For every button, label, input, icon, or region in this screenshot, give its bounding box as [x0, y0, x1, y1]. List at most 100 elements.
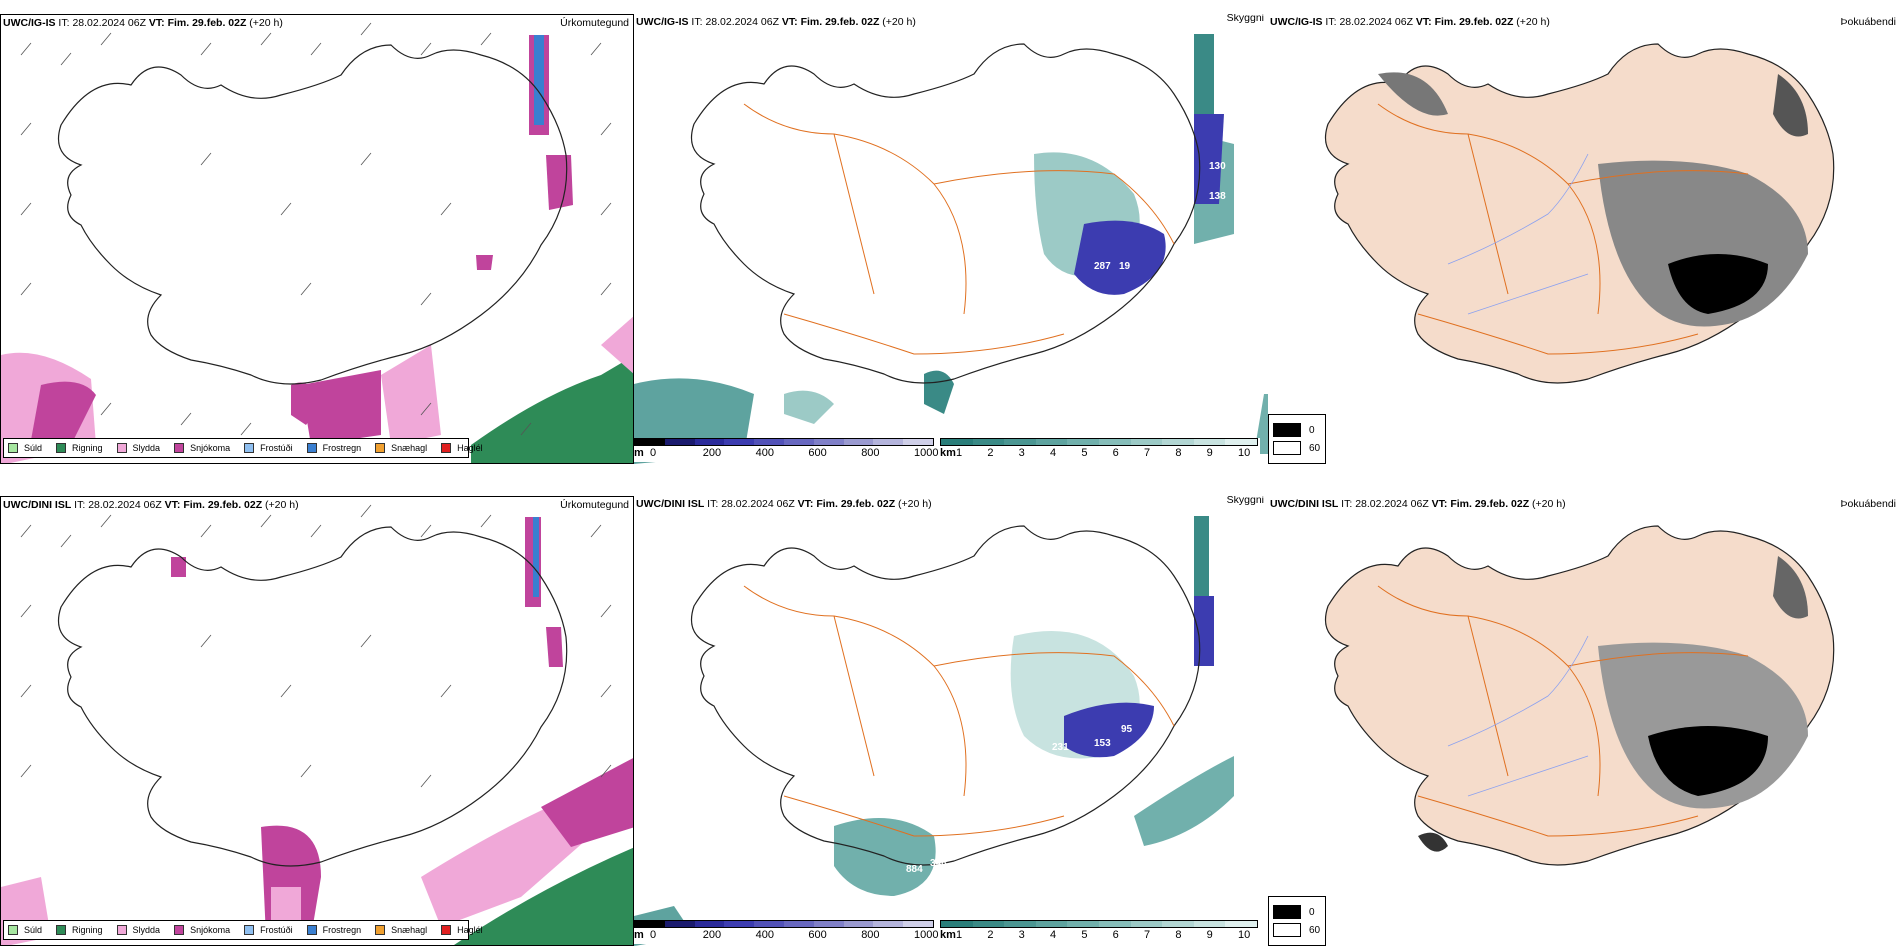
- colorbar-segment: [972, 439, 1005, 445]
- legend-item: Frostúði: [244, 443, 293, 453]
- vt-value: Fim. 29.feb. 02Z: [167, 17, 247, 29]
- forecast-offset: (+20 h): [1516, 16, 1550, 28]
- map-precip-type-top: [1, 22, 633, 463]
- vt-value: Fim. 29.feb. 02Z: [800, 16, 880, 28]
- colorbar-segment: [635, 921, 665, 927]
- legend-label: Snæhagl: [391, 925, 428, 935]
- legend-item: Frostregn: [306, 443, 361, 453]
- panel-top-left: UWC/IG-IS IT: 28.02.2024 06Z VT: Fim. 29…: [0, 14, 634, 464]
- colorbar-strip: [940, 920, 1258, 928]
- colorbar-tick: 3: [1018, 447, 1025, 459]
- legend-swatch: [56, 925, 67, 935]
- colorbar-segment: [783, 921, 814, 927]
- it-label: IT:: [74, 499, 86, 511]
- colorbar-segment: [903, 921, 933, 927]
- legend-item: Súld: [8, 925, 42, 935]
- colorbar-segment: [1098, 439, 1131, 445]
- legend-item: Frostregn: [306, 925, 361, 935]
- model-name: UWC/DINI ISL: [636, 498, 705, 510]
- it-value: 28.02.2024 06Z: [72, 17, 146, 29]
- legend-item: Haglél: [441, 443, 483, 453]
- colorbar-segment: [1162, 439, 1194, 445]
- map-label: 19: [1119, 261, 1131, 272]
- colorbar-tick: 9: [1206, 447, 1213, 459]
- fog-legend-row: 60: [1273, 921, 1321, 939]
- terrain-height-colorbar: m 0 200 400 600 800 1000: [634, 920, 938, 944]
- fog-legend-swatch: [1273, 441, 1301, 455]
- panel-title: Skyggni: [1226, 496, 1264, 506]
- vt-value: Fim. 29.feb. 02Z: [816, 498, 896, 510]
- colorbar-tick: 400: [755, 447, 774, 459]
- map-visibility-bottom: 57 95 153 231 20 884 348: [634, 516, 1234, 946]
- panel-title: Skyggni: [1226, 14, 1264, 24]
- model-name: UWC/DINI ISL: [1270, 498, 1339, 510]
- map-fog-indicator-top: [1324, 43, 1835, 384]
- colorbar-segment: [664, 439, 695, 445]
- colorbar-tick: 5: [1081, 447, 1088, 459]
- it-value: 28.02.2024 06Z: [705, 16, 779, 28]
- colorbar-segment: [843, 439, 874, 445]
- panel-top-right: UWC/IG-IS IT: 28.02.2024 06Z VT: Fim. 29…: [1268, 14, 1900, 464]
- map-label: 884: [906, 864, 923, 875]
- fog-legend-swatch: [1273, 423, 1301, 437]
- legend-item: Rigning: [56, 443, 103, 453]
- legend-item: Snæhagl: [375, 443, 427, 453]
- colorbar-segment: [1225, 439, 1257, 445]
- fog-legend-swatch: [1273, 923, 1301, 937]
- legend-swatch: [441, 443, 452, 453]
- fog-legend-label: 60: [1309, 442, 1321, 454]
- colorbar-segment: [1098, 921, 1131, 927]
- map-label: 20: [1058, 758, 1070, 769]
- it-label: IT:: [707, 498, 719, 510]
- model-name: UWC/DINI ISL: [3, 499, 72, 511]
- colorbar-unit: km: [940, 447, 956, 459]
- colorbar-tick: 2: [987, 929, 994, 941]
- colorbar-strip: [634, 438, 934, 446]
- vt-label: VT:: [781, 16, 798, 28]
- panel-bottom-left: UWC/DINI ISL IT: 28.02.2024 06Z VT: Fim.…: [0, 496, 634, 946]
- legend-item: Snjókoma: [174, 925, 230, 935]
- legend-label: Rigning: [72, 443, 103, 453]
- colorbar-tick: 7: [1144, 447, 1151, 459]
- colorbar-segment: [903, 439, 933, 445]
- colorbar-segment: [843, 921, 874, 927]
- colorbar-unit: m: [634, 929, 644, 941]
- legend-label: Frostúði: [260, 925, 293, 935]
- colorbar-segment: [694, 921, 725, 927]
- forecast-offset: (+20 h): [1532, 498, 1566, 510]
- colorbar-tick: 6: [1112, 929, 1119, 941]
- colorbar-segment: [813, 921, 844, 927]
- colorbar-tick: 3: [1018, 929, 1025, 941]
- map-label: 138: [1209, 191, 1226, 202]
- legend-swatch: [375, 925, 386, 935]
- forecast-offset: (+20 h): [249, 17, 283, 29]
- panel-top-mid: 130 138 287 19 UWC/IG-IS IT: 28.02.2024 …: [634, 14, 1268, 464]
- panel-header: UWC/IG-IS IT: 28.02.2024 06Z VT: Fim. 29…: [636, 16, 916, 28]
- vt-label: VT:: [1415, 16, 1432, 28]
- map-label: 287: [1094, 261, 1111, 272]
- map-label: 130: [1209, 161, 1226, 172]
- legend-swatch: [306, 925, 317, 935]
- map-label: 57: [1209, 588, 1221, 599]
- map-fog-indicator-bottom: [1324, 525, 1835, 866]
- colorbar-strip: [940, 438, 1258, 446]
- legend-swatch: [244, 925, 255, 935]
- panel-title: Þokuábendi: [1840, 16, 1896, 28]
- colorbar-tick: 2: [987, 447, 994, 459]
- it-value: 28.02.2024 06Z: [721, 498, 795, 510]
- precip-type-legend: Súld Rigning Slydda Snjókoma Frostúði Frostre…: [3, 438, 483, 458]
- legend-swatch: [174, 443, 185, 453]
- colorbar-tick: 6: [1112, 447, 1119, 459]
- legend-swatch: [306, 443, 317, 453]
- forecast-offset: (+20 h): [882, 16, 916, 28]
- colorbar-segment: [1004, 921, 1036, 927]
- colorbar-unit: m: [634, 447, 644, 459]
- colorbar-segment: [635, 439, 665, 445]
- fog-legend-swatch: [1273, 905, 1301, 919]
- panel-header: UWC/DINI ISL IT: 28.02.2024 06Z VT: Fim.…: [3, 499, 299, 511]
- colorbar-segment: [664, 921, 695, 927]
- map-label: 231: [1052, 742, 1069, 753]
- panel-title: Úrkomutegund: [560, 499, 629, 511]
- colorbar-strip: [634, 920, 934, 928]
- legend-item: Snjókoma: [174, 443, 230, 453]
